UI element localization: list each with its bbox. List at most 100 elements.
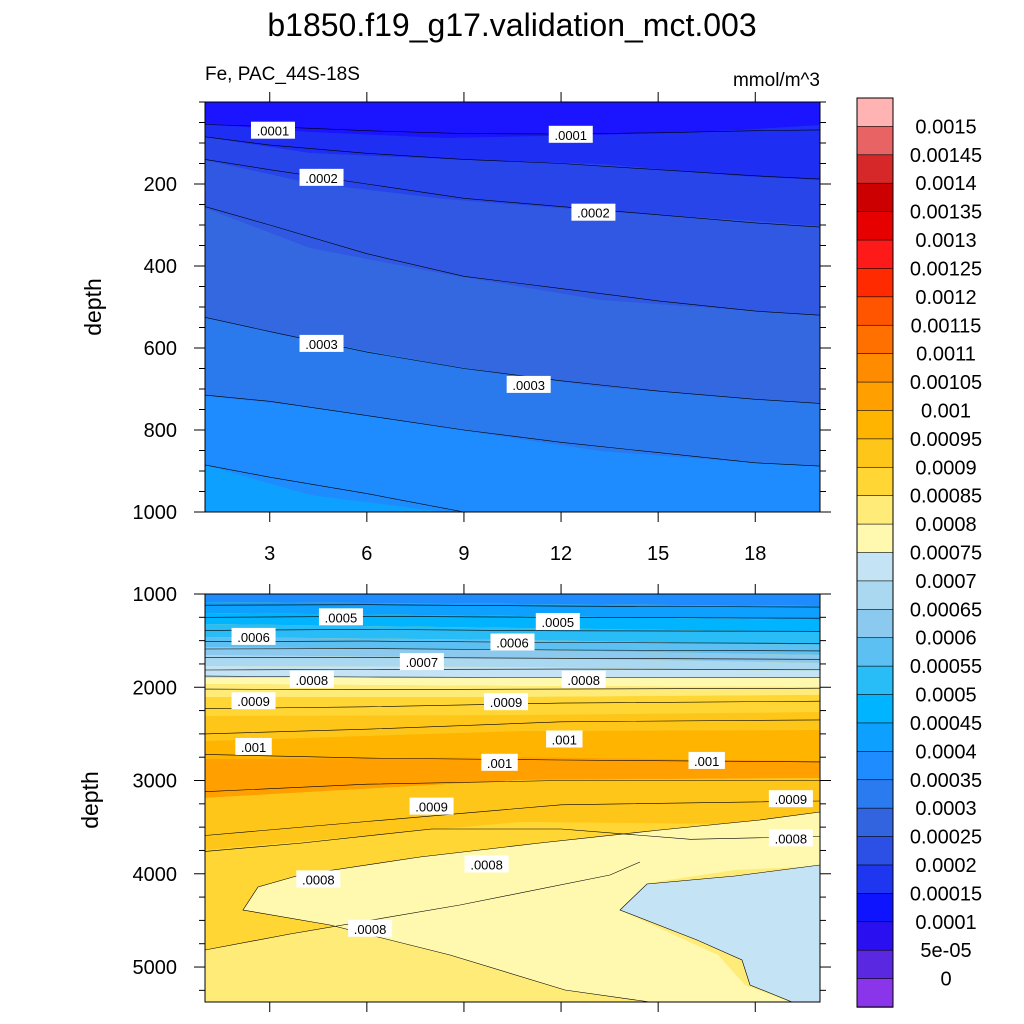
colorbar-swatch xyxy=(856,523,894,554)
contour-line-0p0008 xyxy=(205,675,820,678)
x-tick-label: 18 xyxy=(744,543,766,565)
variable-label: Fe, PAC_44S-18S xyxy=(205,64,360,85)
contour-line-0p00075-closed xyxy=(242,811,820,1002)
colorbar-swatch xyxy=(856,722,894,753)
x-tick-label: 15 xyxy=(647,543,669,565)
contour-label-bg xyxy=(688,751,725,769)
colorbar-swatch xyxy=(856,552,894,582)
contour-label-text: .0005 xyxy=(542,615,575,630)
contour-label: .0002 xyxy=(571,203,616,221)
upper-band-4 xyxy=(205,160,820,315)
contour-label-text: .0002 xyxy=(305,171,338,186)
colorbar: 0.0015 0.00145 0.0014 0.00135 0.0013 0.00125 0… xyxy=(856,97,982,1008)
contour-label-text: .0001 xyxy=(257,124,290,139)
colorbar-swatch xyxy=(856,665,894,696)
contour-label-text: .0003 xyxy=(512,378,545,393)
upper-band-5 xyxy=(205,208,820,403)
colorbar-label: 5e-05 xyxy=(920,940,971,962)
contour-label-bg xyxy=(506,375,551,393)
lower-band-14 xyxy=(205,757,820,798)
lower-band-10 xyxy=(205,684,820,697)
colorbar-label: 0.0001 xyxy=(915,912,976,934)
contour-line-0p00025 xyxy=(205,206,820,316)
contour-line-0p0004 xyxy=(205,464,464,512)
colorbar-label: 0.0002 xyxy=(915,855,976,877)
contour-line-0p0007 xyxy=(205,657,820,660)
colorbar-label: 0.00055 xyxy=(910,656,982,678)
contour-label-bg xyxy=(490,633,535,651)
colorbar-label: 0.0008 xyxy=(915,514,976,536)
colorbar-swatch xyxy=(856,182,894,213)
colorbar-label: 0.0007 xyxy=(915,571,976,593)
contour-label-text: .0002 xyxy=(577,206,610,221)
colorbar-swatch xyxy=(856,921,894,951)
upper-contour-lines xyxy=(205,124,820,512)
contour-label-bg xyxy=(318,608,363,626)
colorbar-label: 0.00145 xyxy=(910,145,982,167)
contour-label-text: .001 xyxy=(694,754,719,769)
contour-label-bg xyxy=(250,121,295,139)
colorbar-swatch xyxy=(856,495,894,525)
colorbar-label: 0 xyxy=(940,969,951,991)
x-tick-label: 3 xyxy=(264,543,275,565)
contour-label: .0002 xyxy=(299,168,344,186)
colorbar-swatch xyxy=(856,126,894,156)
colorbar-label: 0.00075 xyxy=(910,543,982,565)
contour-label: .0007 xyxy=(399,653,444,671)
lower-band-01 xyxy=(205,594,820,606)
contour-label-text: .0009 xyxy=(415,800,448,815)
colorbar-label: 0.0003 xyxy=(915,798,976,820)
colorbar-label: 0.00045 xyxy=(910,713,982,735)
colorbar-swatch xyxy=(856,836,894,866)
contour-label-text: .0005 xyxy=(325,610,358,625)
contour-label-text: .0009 xyxy=(490,695,523,710)
contour-label-text: .0008 xyxy=(302,872,335,887)
colorbar-swatch xyxy=(856,268,894,298)
contour-label-bg xyxy=(235,737,272,755)
colorbar-label: 0.00025 xyxy=(910,827,982,849)
colorbar-swatch xyxy=(856,609,894,639)
colorbar-label: 0.0009 xyxy=(915,457,976,479)
colorbar-swatch xyxy=(856,779,894,809)
contour-label: .0008 xyxy=(768,829,813,847)
colorbar-label: 0.0004 xyxy=(915,741,976,763)
contour-label: .0009 xyxy=(409,797,454,815)
contour-line-0p0002 xyxy=(205,159,820,228)
colorbar-label: 0.0005 xyxy=(915,685,976,707)
contour-line-0p00095 xyxy=(205,719,820,735)
lower-band-12 xyxy=(205,712,820,741)
contour-label: .0003 xyxy=(506,375,551,393)
contour-label-bg xyxy=(348,919,393,937)
contour-label-bg xyxy=(481,753,518,771)
colorbar-label: 0.00105 xyxy=(910,372,982,394)
contour-label-bg xyxy=(768,829,813,847)
y-tick-label: 1000 xyxy=(133,584,178,606)
contour-line-0p0007-closed xyxy=(619,864,820,1002)
colorbar-label: 0.00015 xyxy=(910,883,982,905)
lower-band-15 xyxy=(205,778,820,850)
units-label: mmol/m^3 xyxy=(733,70,820,91)
colorbar-swatch xyxy=(856,694,894,724)
contour-label: .0001 xyxy=(250,121,295,139)
lower-band-13 xyxy=(205,730,820,761)
contour-label-text: .001 xyxy=(487,756,512,771)
colorbar-swatch xyxy=(856,978,894,1008)
contour-label-bg xyxy=(768,790,813,808)
colorbar-swatch xyxy=(856,239,894,270)
colorbar-swatch xyxy=(856,580,894,611)
contour-label: .0006 xyxy=(231,627,276,645)
contour-label: .0008 xyxy=(464,855,509,873)
figure-title: b1850.f19_g17.validation_mct.003 xyxy=(267,7,756,43)
colorbar-swatch xyxy=(856,211,894,241)
contour-label-text: .0006 xyxy=(237,630,270,645)
x-tick-label: 12 xyxy=(550,543,572,565)
lower-band-09 xyxy=(205,677,820,687)
contour-label-bg xyxy=(409,797,454,815)
colorbar-label: 0.0012 xyxy=(915,287,976,309)
contour-label: .0008 xyxy=(561,670,606,688)
y-tick-label: 200 xyxy=(144,174,177,196)
colorbar-swatch xyxy=(856,381,894,412)
